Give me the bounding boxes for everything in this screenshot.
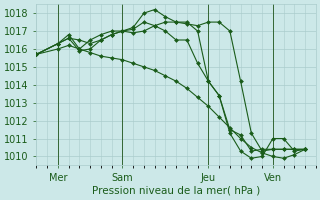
X-axis label: Pression niveau de la mer( hPa ): Pression niveau de la mer( hPa ): [92, 186, 260, 196]
